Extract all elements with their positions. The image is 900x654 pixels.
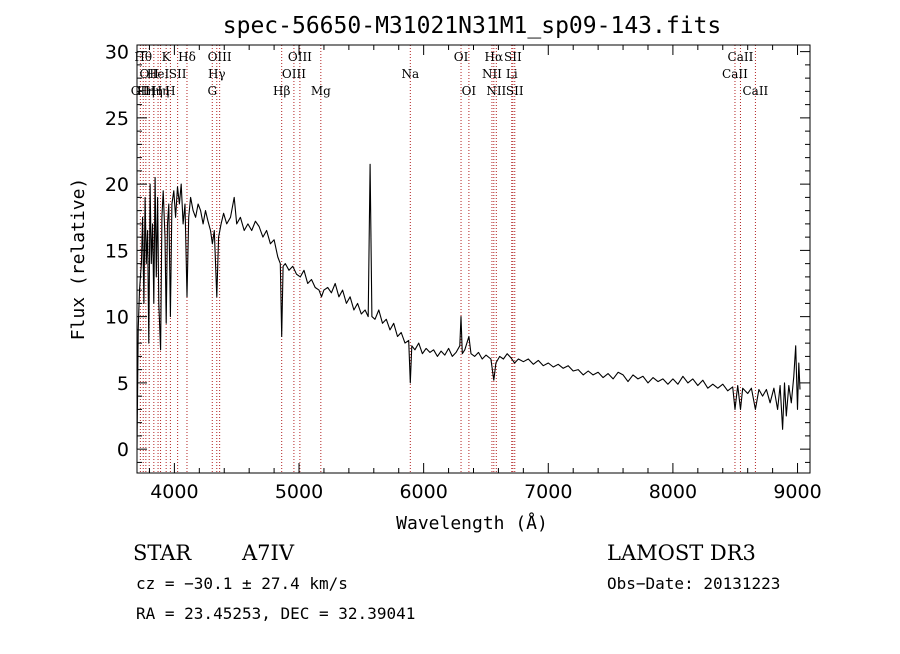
object-class: STAR [133,541,192,565]
y-tick-label-4: 20 [105,174,129,196]
line-label-3: OII [140,67,160,81]
y-axis-label: Flux (relative) [68,178,89,341]
line-label-18: Na [401,67,419,81]
line-label-22: Hα [485,50,504,64]
line-label-27: CaII [722,67,748,81]
x-tick-label-5: 9000 [773,481,821,503]
line-label-14: Hβ [273,84,290,98]
line-label-16: OIII [288,50,312,64]
line-label-24: Li [506,67,518,81]
line-label-23: NII [486,84,506,98]
line-label-12: Hγ [208,67,226,81]
ra-dec: RA = 23.45253, DEC = 32.39041 [136,604,415,623]
line-label-25: SII [504,50,522,64]
x-axis-label: Wavelength (Å) [396,512,548,534]
y-axis: 0 5 10 15 20 25 30 [105,42,810,463]
line-label-28: CaII [728,50,754,64]
spectrum-line [136,163,801,450]
line-label-8: H [165,84,175,98]
y-tick-label-5: 25 [105,108,129,130]
line-label-10: Hδ [178,50,196,64]
y-tick-label-2: 10 [105,307,129,329]
y-tick-label-1: 5 [117,373,129,395]
line-label-15: OIII [282,67,306,81]
line-label-2: Hη [137,84,155,98]
line-label-11: G [207,84,217,98]
line-label-17: Mg [311,84,331,98]
survey-name: LAMOST DR3 [607,541,756,565]
x-tick-label-2: 6000 [399,481,447,503]
spectral-line-labels: OIIHθHηOIIHηHeIHηKHSIIHδGHγOIIIHβOIIIOII… [131,50,769,98]
y-tick-label-0: 0 [117,439,129,461]
y-tick-label-6: 30 [105,42,129,64]
line-label-21: NII [482,67,502,81]
line-label-13: OIII [208,50,232,64]
x-tick-label-1: 5000 [275,481,323,503]
obs-date: Obs−Date: 20131223 [607,574,780,593]
y-tick-label-3: 15 [105,240,129,262]
line-label-4: Hη [145,84,163,98]
spectral-line-markers [139,45,756,473]
line-label-6: Hη [152,84,170,98]
line-label-29: CaII [742,84,768,98]
line-label-7: K [162,50,172,64]
line-label-19: OI [454,50,469,64]
redshift-cz: cz = −30.1 ± 27.4 km/s [136,574,348,593]
chart-title: spec-56650-M31021N31M1_sp09-143.fits [223,13,722,39]
line-label-26: SII [506,84,524,98]
line-label-1: Hθ [134,50,152,64]
x-tick-label-0: 4000 [150,481,198,503]
line-label-9: SII [169,67,187,81]
x-axis: 4000 5000 6000 7000 8000 9000 [148,45,822,503]
object-subclass: A7IV [241,541,295,565]
x-tick-label-4: 8000 [649,481,697,503]
x-tick-label-3: 7000 [524,481,572,503]
line-label-20: OI [462,84,477,98]
line-label-5: HeI [147,67,170,81]
plot-frame [136,44,811,474]
